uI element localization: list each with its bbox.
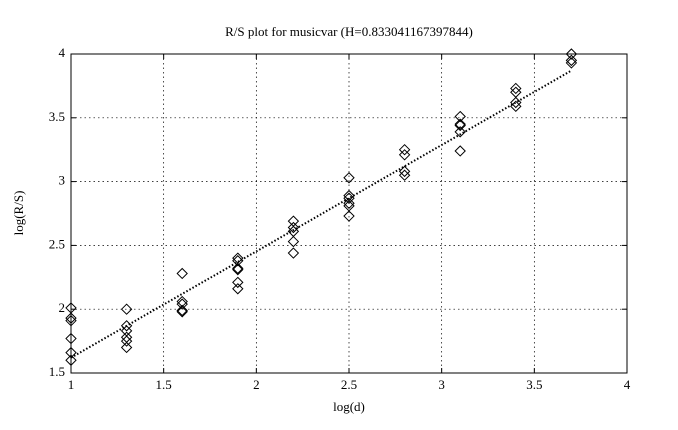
diamond-marker xyxy=(454,110,466,123)
diamond-marker xyxy=(287,235,300,248)
diamond-marker xyxy=(565,57,578,69)
x-tick-label: 3.5 xyxy=(526,377,542,392)
diamond-marker xyxy=(176,267,188,280)
chart-title: R/S plot for musicvar (H=0.8330411673978… xyxy=(225,24,473,39)
diamond-marker xyxy=(232,263,244,276)
x-axis-label: log(d) xyxy=(333,399,365,414)
diamond-marker xyxy=(65,312,77,324)
x-tick-label: 1.5 xyxy=(156,377,172,392)
diamond-marker xyxy=(232,276,244,289)
diamond-marker xyxy=(565,48,578,60)
x-tick-label: 2.5 xyxy=(341,377,357,392)
diamond-marker xyxy=(120,335,133,347)
diamond-marker xyxy=(343,192,355,204)
diamond-marker xyxy=(287,221,300,234)
diamond-marker xyxy=(65,332,77,345)
diamond-marker xyxy=(176,298,188,310)
diamond-marker xyxy=(398,143,411,156)
x-tick-label: 4 xyxy=(624,377,631,392)
diamond-marker xyxy=(398,165,411,178)
diamond-marker xyxy=(343,197,355,209)
diamond-marker xyxy=(454,119,466,132)
diamond-marker xyxy=(454,118,466,130)
diamond-marker xyxy=(232,283,244,295)
x-tick-label: 3 xyxy=(438,377,445,392)
diamond-marker xyxy=(398,169,411,181)
diamond-marker xyxy=(454,145,466,157)
plot-frame xyxy=(70,53,628,374)
y-tick-label: 3 xyxy=(59,173,66,188)
diamond-marker xyxy=(510,82,522,95)
y-tick-label: 1.5 xyxy=(49,364,65,379)
y-tick-label: 3.5 xyxy=(49,109,65,124)
diamond-marker xyxy=(343,172,355,184)
diamond-marker xyxy=(565,54,578,67)
fit-line xyxy=(70,69,572,359)
diamond-marker xyxy=(120,341,133,354)
x-tick-label: 2 xyxy=(253,377,260,392)
diamond-marker xyxy=(232,262,244,275)
diamond-marker xyxy=(176,306,188,318)
diamond-marker xyxy=(454,126,466,138)
y-tick-label: 2 xyxy=(59,300,66,315)
diamond-marker xyxy=(65,314,77,327)
diamond-marker xyxy=(65,354,77,366)
diamond-marker xyxy=(287,247,300,259)
diamond-marker xyxy=(176,304,188,317)
diamond-marker xyxy=(398,149,411,161)
y-axis-label: log(R/S) xyxy=(11,191,26,236)
x-tick-label: 1 xyxy=(68,377,75,392)
diamond-marker xyxy=(120,303,133,315)
y-tick-label: 2.5 xyxy=(49,236,65,251)
diamond-marker xyxy=(510,96,522,109)
y-tick-label: 4 xyxy=(59,45,66,60)
diamond-marker xyxy=(343,210,355,222)
